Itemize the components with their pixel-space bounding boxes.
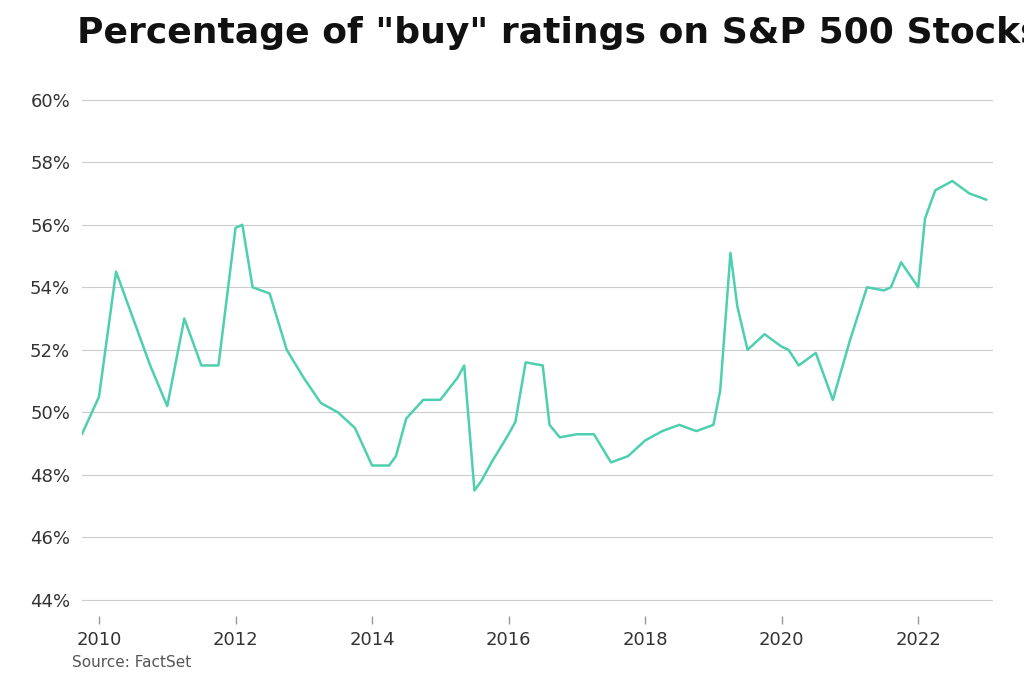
Text: Percentage of "buy" ratings on S&P 500 Stocks: Percentage of "buy" ratings on S&P 500 S… <box>78 16 1024 51</box>
Text: Source: FactSet: Source: FactSet <box>72 655 190 670</box>
